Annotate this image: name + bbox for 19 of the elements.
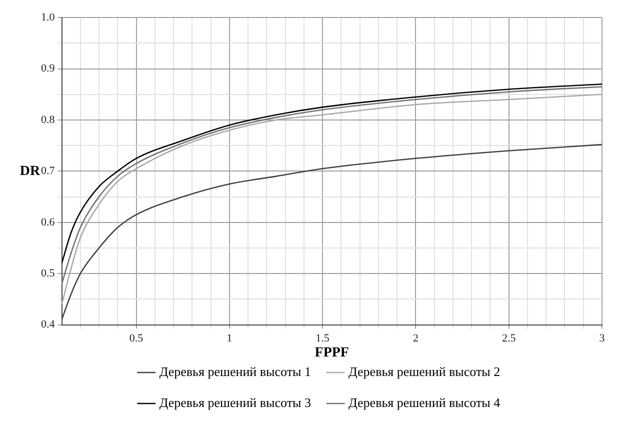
y-tick-label: 0.9: [41, 62, 56, 75]
y-tick-label: 0.6: [41, 216, 56, 228]
legend-label: Деревья решений высоты 2: [348, 364, 500, 379]
y-axis-title: DR: [20, 164, 41, 179]
y-tick-label: 0.4: [41, 318, 56, 331]
x-tick-label: 1.5: [316, 332, 330, 344]
y-tick-label: 1.0: [41, 11, 56, 24]
x-tick-label: 2.5: [502, 332, 516, 344]
x-tick-label: 0.5: [129, 332, 144, 344]
legend-label: Деревья решений высоты 1: [159, 364, 311, 379]
y-tick-label: 0.7: [41, 165, 56, 178]
y-tick-label: 0.5: [41, 267, 56, 280]
x-axis-title: FPPF: [314, 345, 349, 360]
x-tick-label: 3: [599, 332, 606, 344]
legend-label: Деревья решений высоты 3: [159, 394, 311, 410]
y-tick-label: 0.8: [41, 114, 56, 126]
x-tick-label: 2: [412, 332, 418, 344]
x-tick-label: 1: [226, 332, 232, 344]
legend-label: Деревья решений высоты 4: [348, 394, 501, 410]
